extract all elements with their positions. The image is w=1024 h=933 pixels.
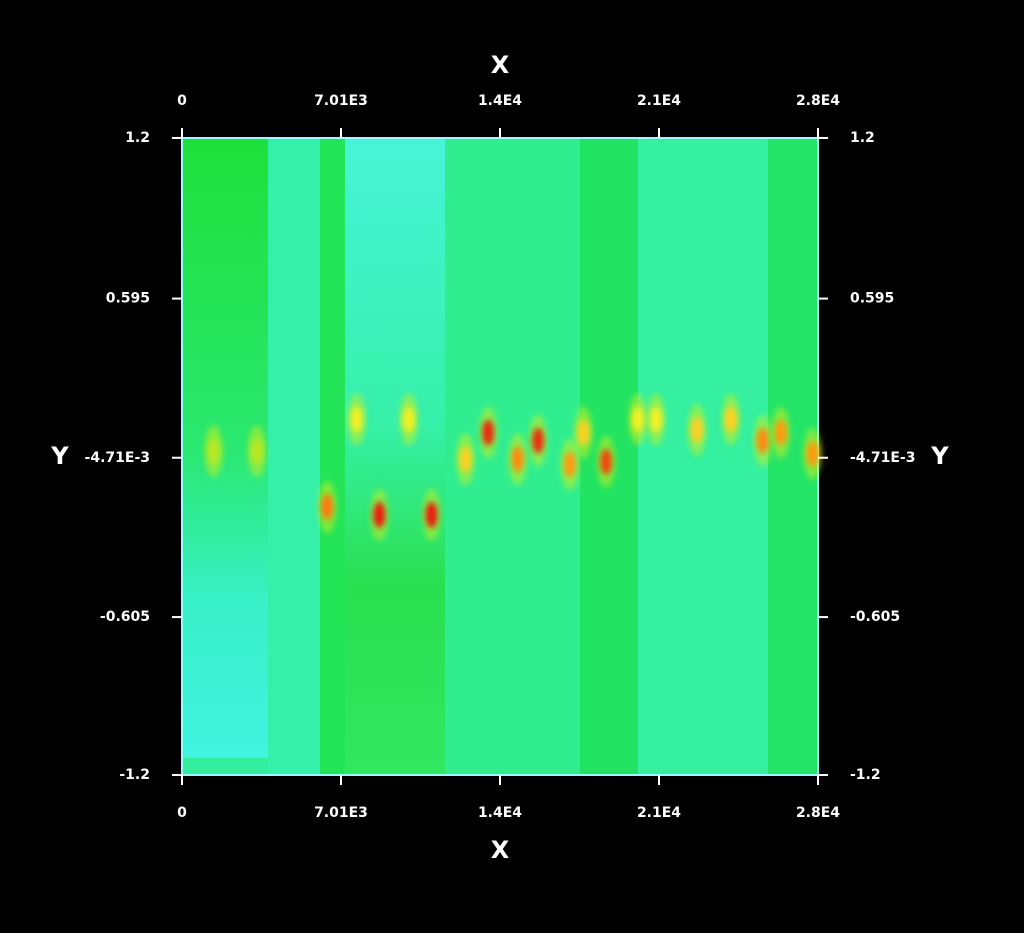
y-tick-label: -4.71E-3: [850, 450, 915, 466]
y-tick-label: 0.595: [106, 291, 150, 307]
peak: [511, 446, 524, 473]
peak: [724, 406, 737, 433]
peak: [250, 438, 263, 465]
x-tick-label: 0: [177, 93, 187, 109]
y-tick-label: -0.605: [850, 609, 900, 625]
y-axis-title: Y: [930, 442, 949, 470]
y-axis-title: Y: [50, 442, 69, 470]
peak: [577, 419, 590, 446]
x-tick-label: 2.1E4: [637, 93, 681, 109]
y-tick-label: -1.2: [119, 767, 150, 783]
x-tick-label: 2.8E4: [796, 805, 840, 821]
y-tick-label: -4.71E-3: [85, 450, 150, 466]
peak: [600, 448, 613, 475]
peak: [207, 438, 220, 465]
x-tick-label: 0: [177, 805, 187, 821]
plot-background: [181, 137, 819, 776]
x-axis-title: X: [491, 836, 510, 864]
x-axis-title: X: [491, 51, 510, 79]
x-tick-label: 1.4E4: [478, 93, 522, 109]
peak: [650, 406, 663, 433]
y-tick-label: -1.2: [850, 767, 881, 783]
peak: [425, 501, 438, 528]
peak: [690, 416, 703, 443]
peak: [482, 419, 495, 446]
y-tick-label: 1.2: [850, 130, 875, 146]
x-tick-label: 7.01E3: [314, 93, 368, 109]
peak: [774, 419, 787, 446]
y-tick-label: 0.595: [850, 291, 894, 307]
peak: [350, 406, 363, 433]
x-tick-label: 2.1E4: [637, 805, 681, 821]
x-tick-label: 7.01E3: [314, 805, 368, 821]
x-tick-label: 2.8E4: [796, 93, 840, 109]
peak: [756, 427, 769, 454]
peak: [563, 451, 576, 478]
peak: [631, 406, 644, 433]
y-tick-label: -0.605: [100, 609, 150, 625]
y-tick-label: 1.2: [125, 130, 150, 146]
peak: [806, 440, 819, 467]
peak: [532, 427, 545, 454]
peak: [402, 406, 415, 433]
peak: [459, 446, 472, 473]
peak: [321, 493, 334, 520]
x-tick-label: 1.4E4: [478, 805, 522, 821]
peak: [373, 501, 386, 528]
peaks: [204, 393, 822, 541]
